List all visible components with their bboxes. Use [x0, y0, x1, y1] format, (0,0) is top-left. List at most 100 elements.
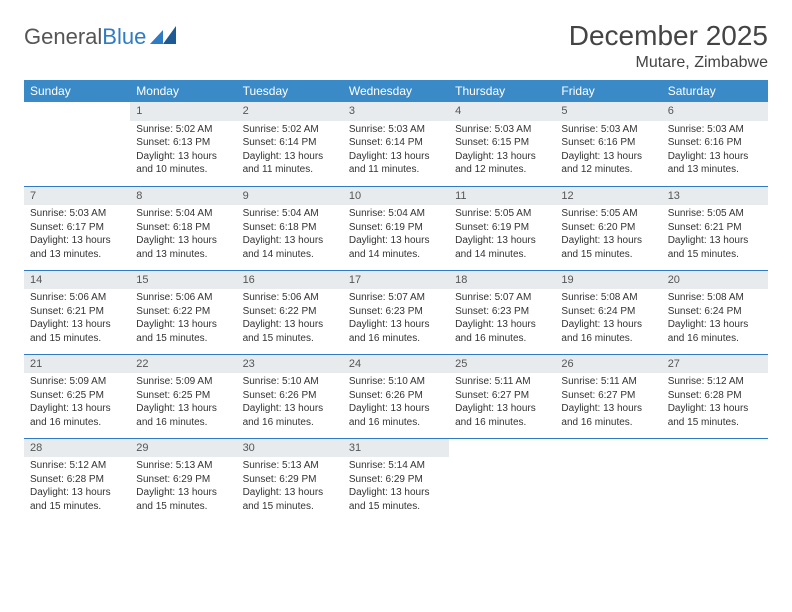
day-detail: Sunrise: 5:02 AMSunset: 6:14 PMDaylight:… — [237, 123, 343, 181]
day-number: 12 — [555, 187, 661, 206]
day-number: 14 — [24, 271, 130, 290]
day-number: 18 — [449, 271, 555, 290]
day-number: 25 — [449, 355, 555, 374]
calendar-day-cell: 4Sunrise: 5:03 AMSunset: 6:15 PMDaylight… — [449, 102, 555, 186]
day-detail: Sunrise: 5:07 AMSunset: 6:23 PMDaylight:… — [449, 291, 555, 349]
day-number: 15 — [130, 271, 236, 290]
calendar-day-cell: 3Sunrise: 5:03 AMSunset: 6:14 PMDaylight… — [343, 102, 449, 186]
calendar-body: 1 Sunrise: 5:02 AMSunset: 6:13 PMDaylight… — [24, 102, 768, 522]
calendar-day-cell: 28Sunrise: 5:12 AMSunset: 6:28 PMDayligh… — [24, 438, 130, 522]
day-detail: Sunrise: 5:02 AMSunset: 6:13 PMDaylight:… — [130, 123, 236, 181]
calendar-day-cell: 6 Sunrise: 5:03 AMSunset: 6:16 PMDaylight… — [662, 102, 768, 186]
day-number: 11 — [449, 187, 555, 206]
weekday-header: Thursday — [449, 80, 555, 102]
title-block: December 2025 Mutare, Zimbabwe — [569, 20, 768, 72]
calendar-day-cell: 9Sunrise: 5:04 AMSunset: 6:18 PMDaylight… — [237, 186, 343, 270]
calendar-day-cell: 26Sunrise: 5:11 AMSunset: 6:27 PMDayligh… — [555, 354, 661, 438]
day-detail: Sunrise: 5:09 AMSunset: 6:25 PMDaylight:… — [24, 375, 130, 433]
logo: GeneralBlue — [24, 20, 176, 50]
day-detail: Sunrise: 5:13 AMSunset: 6:29 PMDaylight:… — [130, 459, 236, 517]
day-number: 22 — [130, 355, 236, 374]
day-detail: Sunrise: 5:12 AMSunset: 6:28 PMDaylight:… — [662, 375, 768, 433]
day-number: 16 — [237, 271, 343, 290]
calendar-week-row: 1 Sunrise: 5:02 AMSunset: 6:13 PMDaylight… — [24, 102, 768, 186]
logo-text-2: Blue — [102, 24, 146, 50]
calendar-day-cell: 20Sunrise: 5:08 AMSunset: 6:24 PMDayligh… — [662, 270, 768, 354]
page-header: GeneralBlue December 2025 Mutare, Zimbab… — [24, 20, 768, 72]
calendar-table: SundayMondayTuesdayWednesdayThursdayFrid… — [24, 80, 768, 522]
day-number: 6 — [662, 102, 768, 121]
day-detail: Sunrise: 5:06 AMSunset: 6:22 PMDaylight:… — [130, 291, 236, 349]
day-detail: Sunrise: 5:03 AMSunset: 6:16 PMDaylight:… — [662, 123, 768, 181]
day-detail: Sunrise: 5:08 AMSunset: 6:24 PMDaylight:… — [555, 291, 661, 349]
day-detail: Sunrise: 5:07 AMSunset: 6:23 PMDaylight:… — [343, 291, 449, 349]
day-number: 5 — [555, 102, 661, 121]
calendar-day-cell: 31Sunrise: 5:14 AMSunset: 6:29 PMDayligh… — [343, 438, 449, 522]
calendar-day-cell: 30Sunrise: 5:13 AMSunset: 6:29 PMDayligh… — [237, 438, 343, 522]
calendar-week-row: 14Sunrise: 5:06 AMSunset: 6:21 PMDayligh… — [24, 270, 768, 354]
weekday-header: Tuesday — [237, 80, 343, 102]
weekday-header-row: SundayMondayTuesdayWednesdayThursdayFrid… — [24, 80, 768, 102]
day-detail: Sunrise: 5:05 AMSunset: 6:20 PMDaylight:… — [555, 207, 661, 265]
day-detail: Sunrise: 5:05 AMSunset: 6:21 PMDaylight:… — [662, 207, 768, 265]
day-detail: Sunrise: 5:03 AMSunset: 6:17 PMDaylight:… — [24, 207, 130, 265]
calendar-day-cell: 16Sunrise: 5:06 AMSunset: 6:22 PMDayligh… — [237, 270, 343, 354]
day-number: 23 — [237, 355, 343, 374]
day-detail: Sunrise: 5:04 AMSunset: 6:18 PMDaylight:… — [130, 207, 236, 265]
day-detail: Sunrise: 5:11 AMSunset: 6:27 PMDaylight:… — [449, 375, 555, 433]
day-number: 13 — [662, 187, 768, 206]
location-text: Mutare, Zimbabwe — [569, 54, 768, 72]
calendar-day-cell: 1 Sunrise: 5:02 AMSunset: 6:13 PMDaylight… — [130, 102, 236, 186]
calendar-day-cell: 15Sunrise: 5:06 AMSunset: 6:22 PMDayligh… — [130, 270, 236, 354]
day-number: 27 — [662, 355, 768, 374]
calendar-day-cell: 27Sunrise: 5:12 AMSunset: 6:28 PMDayligh… — [662, 354, 768, 438]
calendar-day-cell — [449, 438, 555, 522]
day-number: 24 — [343, 355, 449, 374]
logo-text-1: General — [24, 24, 102, 50]
day-detail: Sunrise: 5:10 AMSunset: 6:26 PMDaylight:… — [343, 375, 449, 433]
calendar-week-row: 21Sunrise: 5:09 AMSunset: 6:25 PMDayligh… — [24, 354, 768, 438]
day-number: 20 — [662, 271, 768, 290]
day-number: 26 — [555, 355, 661, 374]
day-detail: Sunrise: 5:04 AMSunset: 6:19 PMDaylight:… — [343, 207, 449, 265]
day-number: 17 — [343, 271, 449, 290]
day-detail: Sunrise: 5:10 AMSunset: 6:26 PMDaylight:… — [237, 375, 343, 433]
calendar-day-cell — [662, 438, 768, 522]
day-detail: Sunrise: 5:11 AMSunset: 6:27 PMDaylight:… — [555, 375, 661, 433]
day-detail: Sunrise: 5:03 AMSunset: 6:14 PMDaylight:… — [343, 123, 449, 181]
day-detail: Sunrise: 5:13 AMSunset: 6:29 PMDaylight:… — [237, 459, 343, 517]
day-detail: Sunrise: 5:03 AMSunset: 6:15 PMDaylight:… — [449, 123, 555, 181]
weekday-header: Monday — [130, 80, 236, 102]
weekday-header: Friday — [555, 80, 661, 102]
calendar-week-row: 7Sunrise: 5:03 AMSunset: 6:17 PMDaylight… — [24, 186, 768, 270]
day-detail: Sunrise: 5:03 AMSunset: 6:16 PMDaylight:… — [555, 123, 661, 181]
calendar-day-cell: 12Sunrise: 5:05 AMSunset: 6:20 PMDayligh… — [555, 186, 661, 270]
calendar-day-cell: 2 Sunrise: 5:02 AMSunset: 6:14 PMDaylight… — [237, 102, 343, 186]
calendar-day-cell: 14Sunrise: 5:06 AMSunset: 6:21 PMDayligh… — [24, 270, 130, 354]
weekday-header: Saturday — [662, 80, 768, 102]
calendar-day-cell — [555, 438, 661, 522]
day-number: 1 — [130, 102, 236, 121]
day-number: 31 — [343, 439, 449, 458]
calendar-day-cell: 13Sunrise: 5:05 AMSunset: 6:21 PMDayligh… — [662, 186, 768, 270]
day-number: 2 — [237, 102, 343, 121]
day-detail: Sunrise: 5:06 AMSunset: 6:21 PMDaylight:… — [24, 291, 130, 349]
calendar-day-cell: 5 Sunrise: 5:03 AMSunset: 6:16 PMDaylight… — [555, 102, 661, 186]
month-title: December 2025 — [569, 20, 768, 52]
calendar-day-cell: 7Sunrise: 5:03 AMSunset: 6:17 PMDaylight… — [24, 186, 130, 270]
calendar-day-cell: 21Sunrise: 5:09 AMSunset: 6:25 PMDayligh… — [24, 354, 130, 438]
calendar-day-cell: 22Sunrise: 5:09 AMSunset: 6:25 PMDayligh… — [130, 354, 236, 438]
day-detail: Sunrise: 5:04 AMSunset: 6:18 PMDaylight:… — [237, 207, 343, 265]
calendar-day-cell: 25Sunrise: 5:11 AMSunset: 6:27 PMDayligh… — [449, 354, 555, 438]
day-number: 9 — [237, 187, 343, 206]
calendar-day-cell: 17Sunrise: 5:07 AMSunset: 6:23 PMDayligh… — [343, 270, 449, 354]
calendar-day-cell: 11Sunrise: 5:05 AMSunset: 6:19 PMDayligh… — [449, 186, 555, 270]
day-detail: Sunrise: 5:12 AMSunset: 6:28 PMDaylight:… — [24, 459, 130, 517]
calendar-day-cell: 8Sunrise: 5:04 AMSunset: 6:18 PMDaylight… — [130, 186, 236, 270]
day-detail: Sunrise: 5:08 AMSunset: 6:24 PMDaylight:… — [662, 291, 768, 349]
day-number: 28 — [24, 439, 130, 458]
day-detail: Sunrise: 5:05 AMSunset: 6:19 PMDaylight:… — [449, 207, 555, 265]
day-detail: Sunrise: 5:14 AMSunset: 6:29 PMDaylight:… — [343, 459, 449, 517]
day-detail: Sunrise: 5:09 AMSunset: 6:25 PMDaylight:… — [130, 375, 236, 433]
calendar-day-cell: 23Sunrise: 5:10 AMSunset: 6:26 PMDayligh… — [237, 354, 343, 438]
